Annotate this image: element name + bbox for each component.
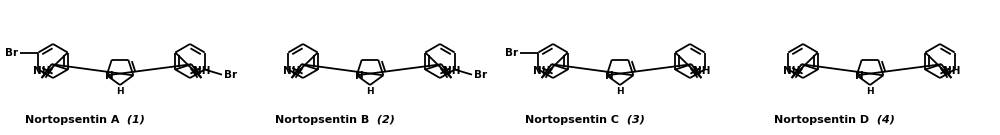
Text: NH: NH bbox=[33, 66, 50, 76]
Text: Nortopsentin C: Nortopsentin C bbox=[525, 115, 623, 125]
Text: NH: NH bbox=[783, 66, 800, 76]
Text: NH: NH bbox=[443, 66, 460, 76]
Text: Br: Br bbox=[224, 70, 237, 80]
Text: H: H bbox=[866, 87, 874, 95]
Text: NH: NH bbox=[283, 66, 300, 76]
Text: (2): (2) bbox=[373, 115, 395, 125]
Text: Br: Br bbox=[5, 48, 18, 58]
Text: H: H bbox=[616, 87, 624, 95]
Text: Nortopsentin D: Nortopsentin D bbox=[774, 115, 873, 125]
Text: NH: NH bbox=[943, 66, 960, 76]
Text: N: N bbox=[105, 71, 114, 81]
Text: (4): (4) bbox=[873, 115, 895, 125]
Text: N: N bbox=[355, 71, 364, 81]
Text: Nortopsentin B: Nortopsentin B bbox=[275, 115, 373, 125]
Text: N: N bbox=[855, 71, 864, 81]
Text: Br: Br bbox=[474, 70, 487, 80]
Text: (3): (3) bbox=[623, 115, 645, 125]
Text: Br: Br bbox=[505, 48, 518, 58]
Text: NH: NH bbox=[693, 66, 710, 76]
Text: NH: NH bbox=[193, 66, 210, 76]
Text: NH: NH bbox=[533, 66, 550, 76]
Text: N: N bbox=[605, 71, 614, 81]
Text: Nortopsentin A: Nortopsentin A bbox=[25, 115, 123, 125]
Text: H: H bbox=[116, 87, 124, 95]
Text: H: H bbox=[366, 87, 374, 95]
Text: (1): (1) bbox=[123, 115, 145, 125]
